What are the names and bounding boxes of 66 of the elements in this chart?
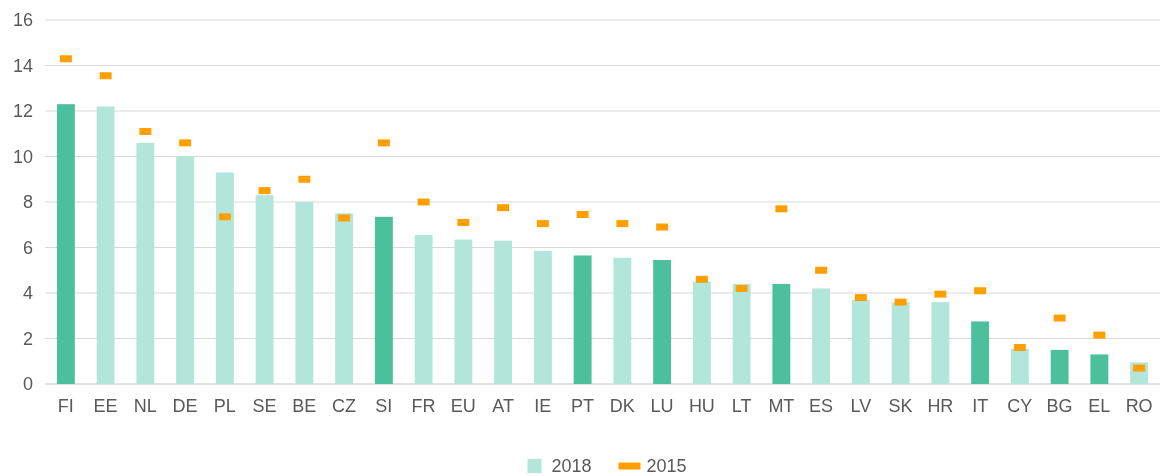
x-tick-label: SK <box>888 396 913 416</box>
bar <box>732 283 751 384</box>
y-tick-label: 14 <box>12 55 33 76</box>
bar <box>931 302 950 384</box>
bar <box>136 142 155 384</box>
y-tick-label: 8 <box>22 192 33 213</box>
x-tick-label: IE <box>534 396 552 416</box>
y-tick-label: 2 <box>22 328 33 349</box>
legend-label: 2015 <box>646 456 687 476</box>
legend-label: 2018 <box>551 456 592 476</box>
x-tick-label: PT <box>571 396 595 416</box>
x-tick-label: LU <box>650 396 674 416</box>
x-tick-label: MT <box>768 396 795 416</box>
bar <box>255 195 274 384</box>
bar <box>176 156 195 384</box>
x-tick-label: RO <box>1125 396 1153 416</box>
bar <box>653 260 672 384</box>
bar <box>414 234 433 384</box>
bar <box>1010 348 1029 384</box>
bar <box>56 104 75 384</box>
x-tick-label: DE <box>172 396 198 416</box>
x-tick-label: FR <box>411 396 436 416</box>
x-tick-label: LV <box>850 396 872 416</box>
x-tick-label: SI <box>375 396 393 416</box>
x-tick-label: PL <box>213 396 236 416</box>
y-tick-label: 10 <box>12 146 33 167</box>
x-tick-label: FI <box>57 396 74 416</box>
bar <box>335 213 354 384</box>
x-tick-label: EU <box>450 396 476 416</box>
bar <box>692 281 711 384</box>
y-tick-label: 4 <box>22 283 33 304</box>
x-tick-label: BE <box>292 396 317 416</box>
bar <box>891 302 910 384</box>
bar <box>374 216 393 384</box>
bar <box>533 250 552 384</box>
x-tick-label: SE <box>252 396 277 416</box>
x-tick-label: EE <box>93 396 118 416</box>
x-tick-label: DK <box>609 396 635 416</box>
bar <box>215 172 234 384</box>
bar <box>454 239 473 384</box>
y-tick-label: 6 <box>22 237 33 258</box>
bar <box>494 240 513 384</box>
y-tick-label: 12 <box>12 101 33 122</box>
x-tick-label: HU <box>688 396 715 416</box>
x-tick-label: NL <box>133 396 157 416</box>
bar <box>772 283 791 384</box>
bar <box>573 255 592 384</box>
bar <box>851 299 870 384</box>
bar <box>96 106 115 384</box>
x-tick-label: HR <box>927 396 954 416</box>
x-tick-label: CZ <box>332 396 357 416</box>
y-tick-label: 16 <box>12 10 33 31</box>
bar <box>613 257 632 384</box>
x-tick-label: IT <box>972 396 989 416</box>
x-tick-label: BG <box>1046 396 1073 416</box>
bar <box>295 202 314 384</box>
x-tick-label: LT <box>731 396 752 416</box>
bar <box>1050 349 1069 384</box>
x-tick-label: AT <box>492 396 514 416</box>
x-tick-label: CY <box>1007 396 1033 416</box>
bar <box>971 321 990 384</box>
y-tick-label: 0 <box>22 374 33 395</box>
bar <box>1090 354 1109 384</box>
bar <box>812 288 831 384</box>
x-tick-label: ES <box>809 396 834 416</box>
x-tick-label: EL <box>1088 396 1111 416</box>
